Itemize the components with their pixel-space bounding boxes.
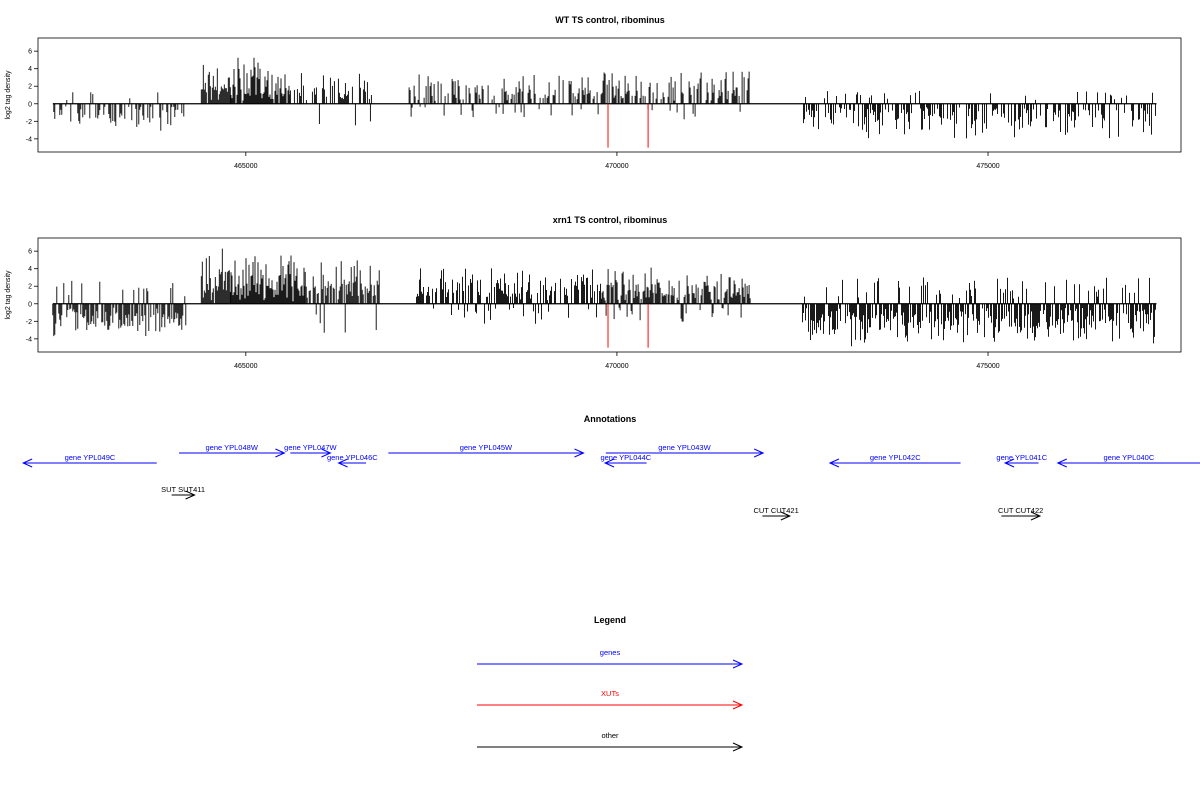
y-tick-label-wt: 0 bbox=[28, 101, 32, 108]
x-tick-label-wt: 475000 bbox=[976, 163, 999, 170]
annotation-label: gene YPL046C bbox=[327, 453, 378, 462]
annotation-arrow bbox=[1056, 458, 1200, 468]
y-tick-label-wt: 4 bbox=[28, 66, 32, 73]
legend-label: genes bbox=[600, 648, 621, 657]
annotation-label: gene YPL040C bbox=[1104, 453, 1155, 462]
legend-entries: genes XUTs other bbox=[477, 648, 744, 752]
legend-arrow bbox=[477, 659, 744, 669]
annotation-arrow bbox=[828, 458, 961, 468]
annotation-label: SUT SUT411 bbox=[161, 485, 205, 494]
y-tick-label-wt: -4 bbox=[26, 136, 32, 143]
legend-panel: Legend genes XUTs other bbox=[477, 615, 744, 752]
annotation-arrow bbox=[171, 490, 196, 500]
panel-title-wt: WT TS control, ribominus bbox=[555, 15, 665, 25]
panel-title-xrn1: xrn1 TS control, ribominus bbox=[553, 215, 668, 225]
signal-bars-wt bbox=[52, 57, 1157, 139]
annotation-label: gene YPL043W bbox=[658, 443, 711, 452]
x-tick-label-wt: 470000 bbox=[605, 163, 628, 170]
plot-frame-xrn1 bbox=[37, 237, 1182, 353]
y-axis-label-xrn1: log2 tag density bbox=[5, 270, 12, 320]
annotation-label: gene YPL045W bbox=[460, 443, 513, 452]
annotations-title: Annotations bbox=[584, 414, 637, 424]
y-tick-label-xrn1: 0 bbox=[28, 301, 32, 308]
annotation-arrow bbox=[179, 448, 286, 458]
y-axis-label-wt: log2 tag density bbox=[5, 70, 12, 120]
annotation-arrow bbox=[762, 511, 792, 521]
annotations-panel: Annotations gene YPL049C gene YPL048W gene… bbox=[21, 414, 1200, 521]
y-tick-label-wt: 2 bbox=[28, 84, 32, 91]
axes-xrn1: -4 -2 0 2 4 6 465000 470000 475000 bbox=[26, 249, 1000, 370]
annotation-arrow bbox=[605, 448, 765, 458]
legend-label: XUTs bbox=[601, 689, 619, 698]
annotation-label: CUT CUT421 bbox=[753, 506, 798, 515]
markers-xrn1 bbox=[607, 303, 649, 348]
y-tick-label-xrn1: -2 bbox=[26, 319, 32, 326]
x-tick-label-xrn1: 465000 bbox=[234, 363, 257, 370]
legend-arrow bbox=[477, 742, 744, 752]
y-tick-label-xrn1: -4 bbox=[26, 336, 32, 343]
legend-arrow bbox=[477, 700, 744, 710]
y-tick-label-xrn1: 4 bbox=[28, 266, 32, 273]
annotation-arrow bbox=[21, 458, 157, 468]
legend-title: Legend bbox=[594, 615, 626, 625]
markers-wt bbox=[607, 103, 649, 148]
y-tick-label-xrn1: 6 bbox=[28, 249, 32, 256]
annotation-label: gene YPL044C bbox=[600, 453, 651, 462]
annotation-label: gene YPL048W bbox=[206, 443, 259, 452]
annotation-arrow bbox=[1001, 511, 1042, 521]
annotation-arrow bbox=[1003, 458, 1039, 468]
annotation-arrow bbox=[388, 448, 585, 458]
y-tick-label-wt: -2 bbox=[26, 119, 32, 126]
x-tick-label-xrn1: 470000 bbox=[605, 363, 628, 370]
axes-wt: -4 -2 0 2 4 6 465000 470000 475000 bbox=[26, 49, 1000, 170]
signal-bars-xrn1 bbox=[52, 248, 1157, 347]
y-tick-label-xrn1: 2 bbox=[28, 284, 32, 291]
track-panel-wt: WT TS control, ribominus log2 tag densit… bbox=[5, 15, 1182, 170]
y-tick-label-wt: 6 bbox=[28, 49, 32, 56]
track-panel-xrn1: xrn1 TS control, ribominus log2 tag dens… bbox=[5, 215, 1182, 370]
annotation-label: CUT CUT422 bbox=[998, 506, 1043, 515]
annotation-label: gene YPL042C bbox=[870, 453, 921, 462]
legend-label: other bbox=[601, 731, 619, 740]
x-tick-label-wt: 465000 bbox=[234, 163, 257, 170]
annotation-label: gene YPL041C bbox=[996, 453, 1047, 462]
annotation-arrow bbox=[290, 448, 332, 458]
annotation-label: gene YPL049C bbox=[65, 453, 116, 462]
annotation-arrow bbox=[603, 458, 647, 468]
plot-frame-wt bbox=[37, 37, 1182, 153]
x-tick-label-xrn1: 475000 bbox=[976, 363, 999, 370]
annotation-arrow bbox=[337, 458, 367, 468]
annotation-label: gene YPL047W bbox=[284, 443, 337, 452]
